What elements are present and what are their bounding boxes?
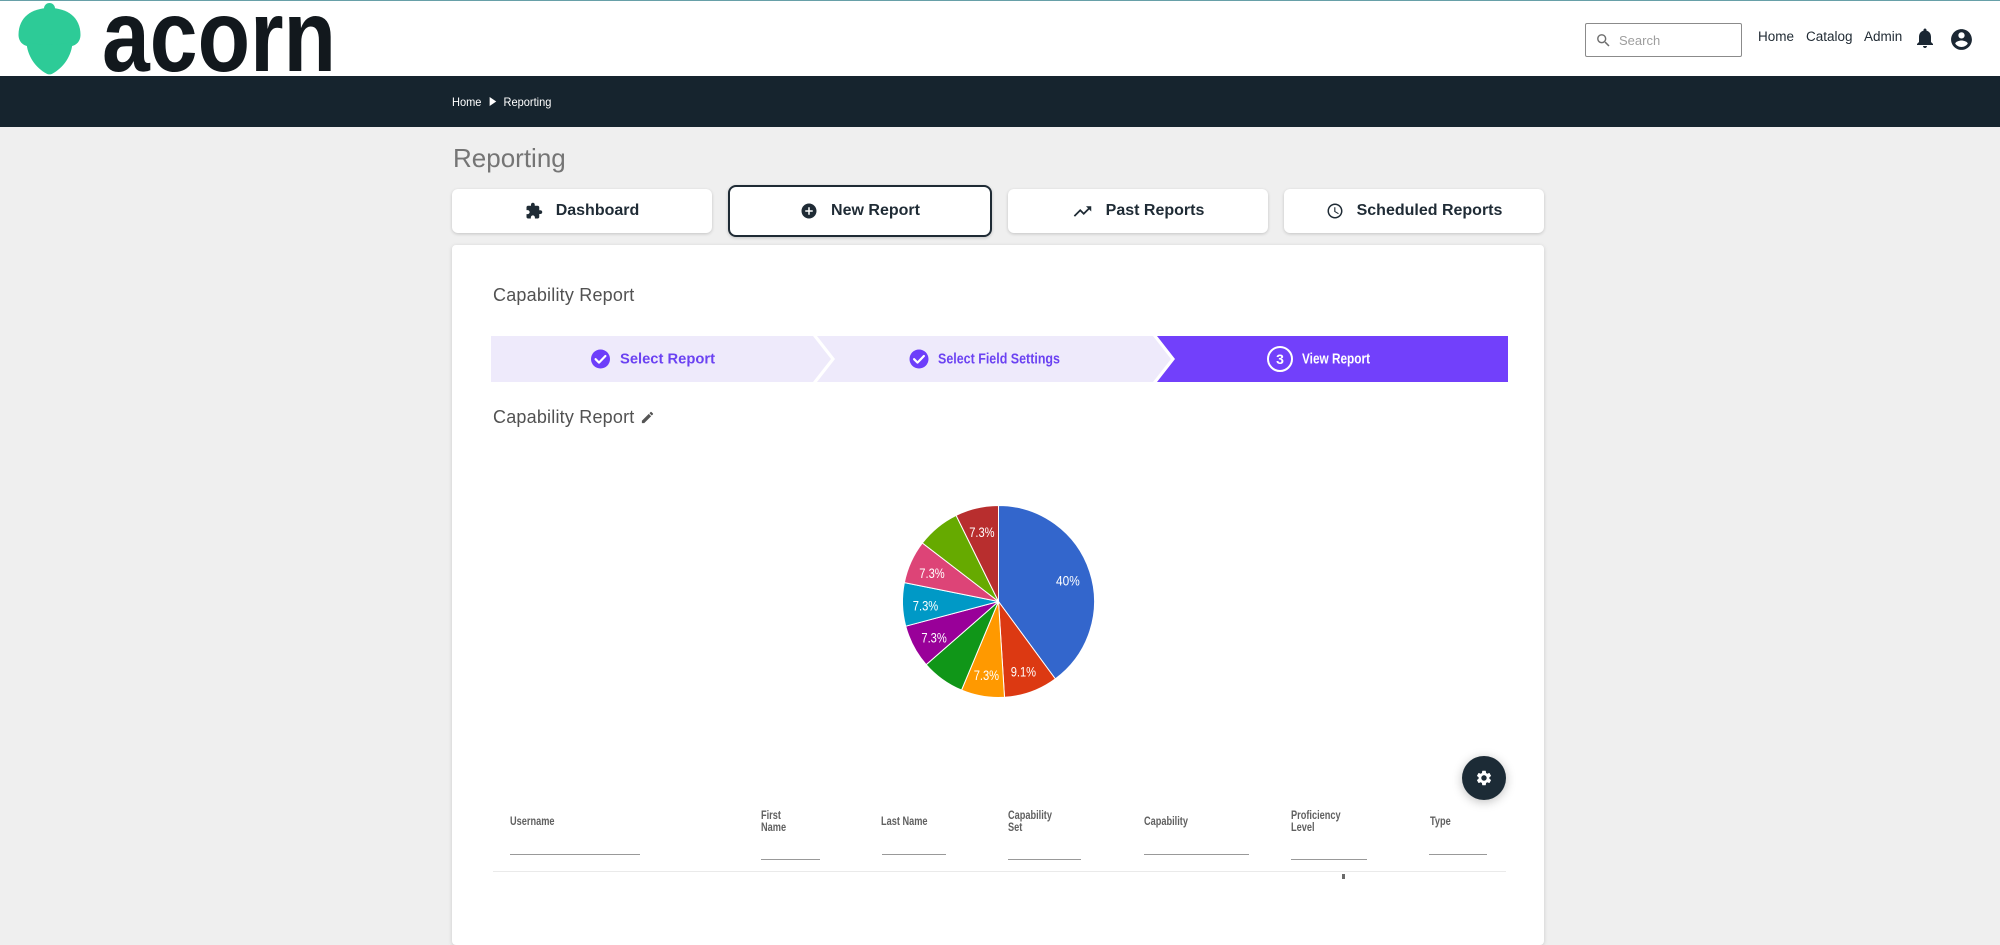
- svg-text:acorn: acorn: [102, 1, 336, 77]
- svg-text:7.3%: 7.3%: [974, 667, 999, 683]
- svg-text:View Report: View Report: [1302, 352, 1370, 368]
- svg-text:7.3%: 7.3%: [921, 629, 946, 645]
- svg-text:7.3%: 7.3%: [919, 565, 944, 581]
- svg-text:9.1%: 9.1%: [1011, 664, 1036, 680]
- svg-text:3: 3: [1276, 351, 1284, 367]
- svg-text:Select Field Settings: Select Field Settings: [938, 352, 1060, 368]
- svg-text:40%: 40%: [1056, 572, 1080, 588]
- svg-text:7.3%: 7.3%: [969, 524, 994, 540]
- svg-text:7.3%: 7.3%: [913, 597, 938, 613]
- svg-text:Select Report: Select Report: [620, 352, 715, 368]
